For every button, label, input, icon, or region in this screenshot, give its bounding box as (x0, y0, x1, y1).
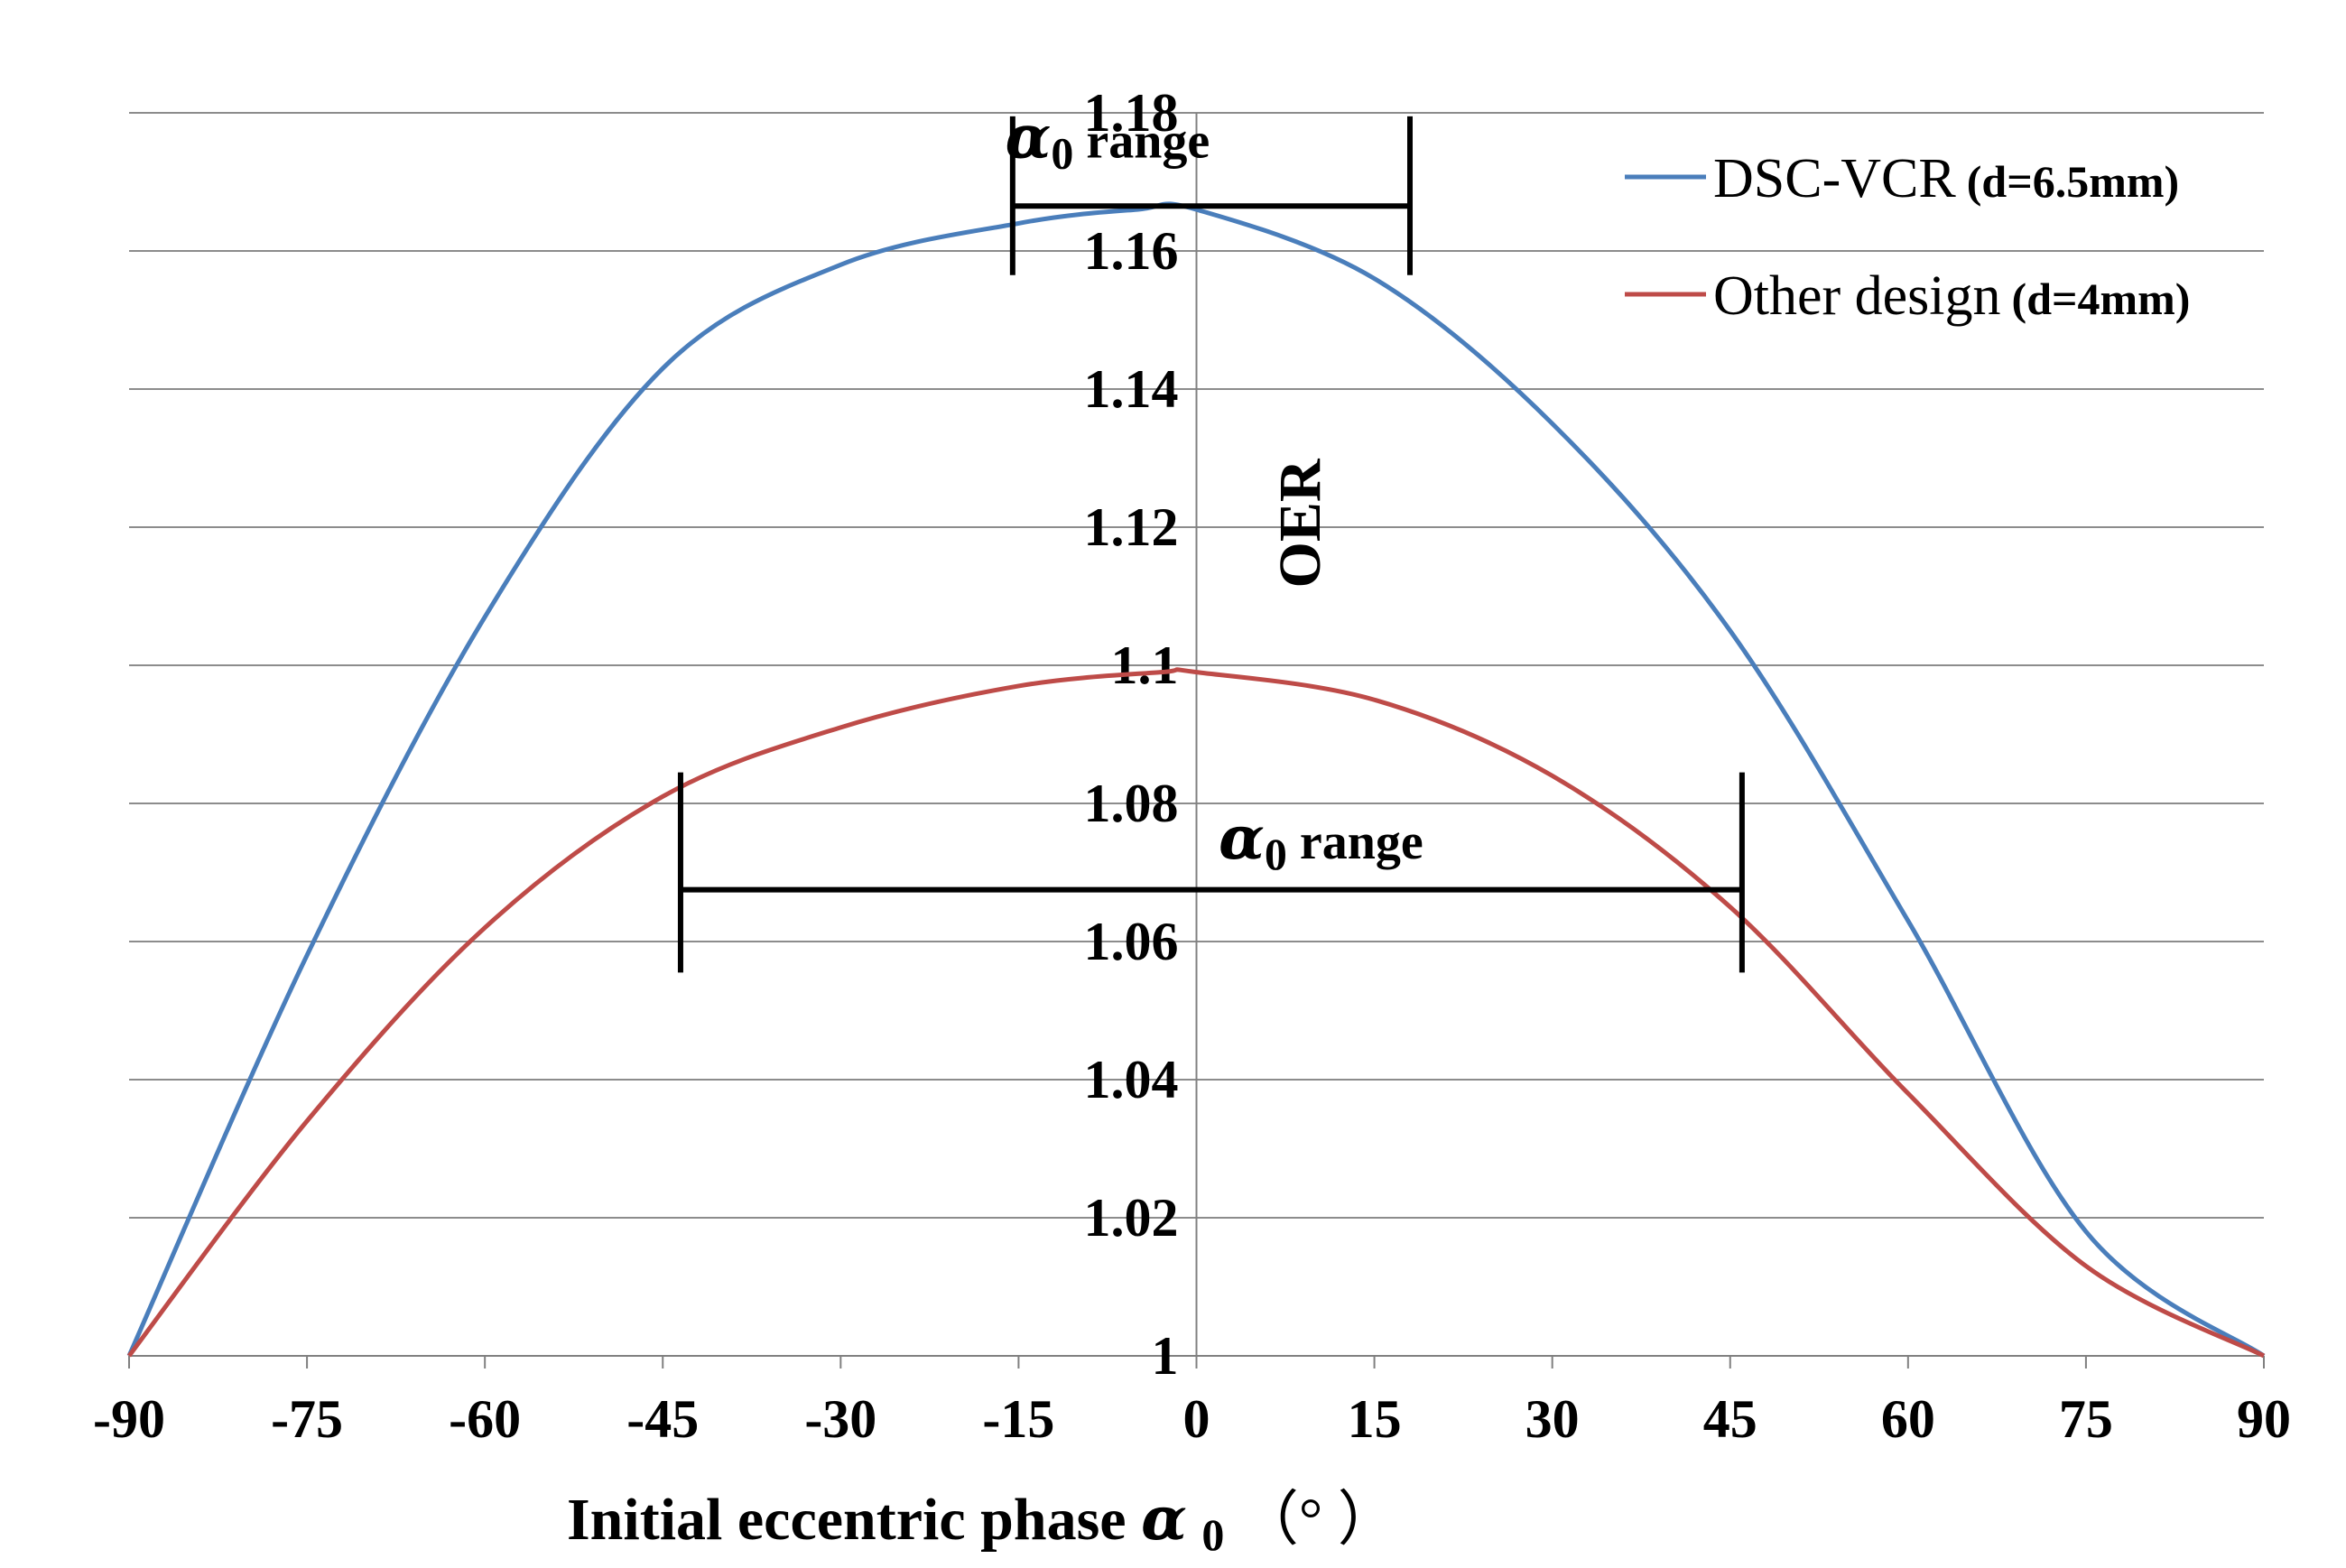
range-bar-dsc-vcr: α0 range (1006, 102, 1413, 275)
y-axis-title: OER (1267, 458, 1333, 588)
y-tick-label-1-16: 1.16 (1084, 221, 1179, 281)
y-axis-tick-labels: 1 1.02 1.04 1.06 1.08 1.1 1.12 1.14 1.16 1.18 (1084, 83, 1179, 1386)
range-label-text: range (1086, 114, 1210, 170)
legend-entry-other-design: Other design (d=4mm) (1713, 265, 2190, 327)
range-label-subscript: 0 (1265, 829, 1287, 879)
x-tick-label-75: -75 (271, 1389, 343, 1449)
range-bar-other-design: α0 range (677, 772, 1745, 973)
y-tick-label-1: 1 (1152, 1326, 1179, 1386)
y-tick-label-1-04: 1.04 (1084, 1050, 1179, 1109)
range-label-dsc-vcr: α0 range (1006, 102, 1210, 179)
x-tick-label-45: 45 (1703, 1389, 1757, 1449)
y-tick-label-1-12: 1.12 (1084, 497, 1179, 557)
x-tick-label-30: 30 (1525, 1389, 1580, 1449)
x-tick-label-15: 15 (1348, 1389, 1402, 1449)
range-label-subscript: 0 (1051, 128, 1073, 179)
y-tick-label-1-18: 1.18 (1084, 83, 1179, 143)
legend: DSC-VCR (d=6.5mm) Other design (d=4mm) (1625, 148, 2190, 327)
x-axis-ticks: -90 -75 -60 -45 -30 -15 0 15 30 45 60 75 90 (93, 1356, 2291, 1449)
y-tick-label-1-14: 1.14 (1084, 359, 1179, 419)
x-axis-title: Initial eccentric phase α 0 （° ） (567, 1483, 1397, 1563)
legend-entry-dsc-vcr: DSC-VCR (d=6.5mm) (1713, 148, 2179, 209)
x-tick-label-60: -60 (449, 1389, 521, 1449)
y-tick-label-1-02: 1.02 (1084, 1188, 1179, 1248)
legend-note-other-design: (d=4mm) (2012, 274, 2191, 324)
legend-label-other-design: Other design (1713, 265, 2001, 327)
x-axis-title-text: Initial eccentric phase (567, 1487, 1141, 1553)
legend-note-dsc-vcr: (d=6.5mm) (1967, 156, 2179, 207)
legend-label-dsc-vcr: DSC-VCR (1713, 148, 1956, 209)
y-tick-label-1-1: 1.1 (1111, 636, 1179, 695)
x-axis-title-alpha: α (1141, 1483, 1187, 1554)
series-line-other-design (127, 667, 2266, 1359)
x-tick-label-15: -15 (982, 1389, 1054, 1449)
x-tick-label-75: 75 (2059, 1389, 2113, 1449)
range-label-text: range (1300, 814, 1423, 870)
x-tick-label-90: -90 (93, 1389, 165, 1449)
x-tick-label-45: -45 (626, 1389, 699, 1449)
y-tick-label-1-06: 1.06 (1084, 912, 1179, 971)
range-label-alpha: α (1219, 803, 1265, 873)
x-tick-label-30: -30 (804, 1389, 876, 1449)
x-tick-label-0: 0 (1183, 1389, 1210, 1449)
x-tick-label-60: 60 (1881, 1389, 1935, 1449)
x-axis-title-unit: （° ） (1239, 1487, 1397, 1553)
y-tick-label-1-08: 1.08 (1084, 774, 1179, 833)
x-axis-title-subscript: 0 (1201, 1509, 1224, 1560)
range-label-other-design: α0 range (1219, 803, 1423, 879)
x-tick-label-90: 90 (2237, 1389, 2291, 1449)
range-label-alpha: α (1006, 102, 1052, 172)
